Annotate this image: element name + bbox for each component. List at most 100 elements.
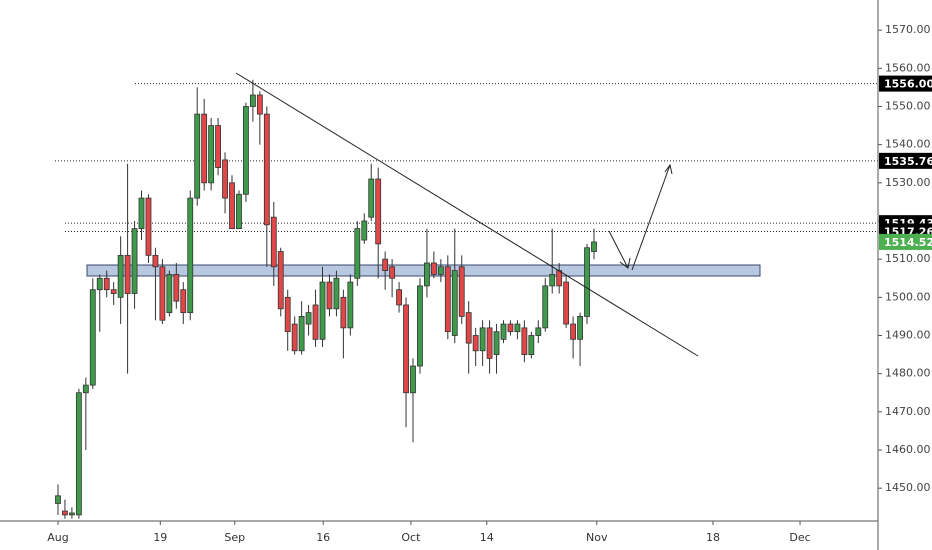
candle-body [152,254,159,268]
y-tick-label: 1470.00 [885,405,931,418]
candle-body [577,316,583,340]
candle-body [396,289,402,306]
candle-body [305,312,312,325]
x-tick-label: 14 [480,531,494,544]
candle-body [542,285,549,329]
y-tick-label: 1530.00 [885,176,931,189]
candle-body [486,327,493,359]
candle-body [208,125,215,184]
x-tick-label: Aug [47,531,68,544]
candle-body [368,178,375,218]
candle-body [361,220,368,241]
axes: 1450.00 1460.00 1470.00 1480.00 1490.00 1500.… [47,23,932,544]
price-label: 1535.76 [884,155,932,168]
candle-body [444,266,451,333]
price-label-bg [879,152,932,169]
candle-body [549,274,556,287]
candle-body [117,254,124,298]
candle-body [326,281,333,310]
candle-body [389,266,396,279]
candle-body [500,323,507,340]
y-tick-label: 1450.00 [885,481,931,494]
candle-body [291,323,298,352]
candle-body [319,281,326,340]
y-tick-label: 1540.00 [885,138,931,151]
candle-body [570,323,577,340]
candle-body [75,392,82,516]
candle-body [270,216,277,268]
candle-body [277,251,284,310]
x-tick-label: 18 [706,531,720,544]
candle-body [284,296,291,333]
candle-body [138,197,145,230]
trend-line [235,72,699,357]
candle-body [584,247,590,317]
candle-body [375,178,382,245]
arrow-head [619,257,631,269]
candle-body [354,228,361,279]
candle-body [145,197,152,256]
candle-body [222,159,228,199]
candle-body [89,289,96,386]
candle-body [472,335,479,352]
candle-body [194,113,201,199]
arrow-down [608,230,629,269]
candle-body [403,304,409,394]
candle-body [312,304,319,340]
candle-body [507,323,514,333]
y-tick-label: 1490.00 [885,329,931,342]
drawings [55,83,878,277]
y-tick-label: 1550.00 [885,99,931,112]
candle-body [430,262,437,275]
candles [55,79,597,519]
price-label: 1556.00 [884,78,932,91]
y-tick-label: 1500.00 [885,290,931,303]
candle-body [82,384,89,394]
candle-body [451,270,458,336]
candle-body [382,258,389,272]
candle-body [417,285,423,367]
candle-body [187,197,194,314]
candle-body [96,277,103,291]
candle-body [110,289,117,294]
candle-body [62,510,68,516]
x-tick-label: 19 [153,531,167,544]
candle-body [333,277,340,310]
candle-body [249,94,256,107]
candle-body [159,266,166,321]
y-tick-label: 1460.00 [885,443,931,456]
arrow-up [631,164,671,271]
support-zone [86,264,761,277]
candle-body [424,262,430,287]
candle-body [243,106,249,195]
candle-body [521,327,528,355]
candle-body [166,274,173,313]
candle-body [514,323,521,333]
x-tick-label: Dec [789,531,810,544]
candle-body [256,94,263,115]
y-tick-label: 1560.00 [885,61,931,74]
candle-body [535,327,542,336]
candle-body [201,113,208,184]
candle-body [493,331,500,355]
candle-body [479,327,486,352]
candle-body [465,312,472,344]
candle-body [458,266,465,317]
drawings-over [235,72,699,357]
candle-body [437,266,444,275]
price-label-bg [879,233,932,250]
candle-body [263,113,270,226]
x-tick-label: Sep [224,531,245,544]
candle-body [69,512,75,516]
price-label-bg [879,75,932,92]
arrow-head [664,163,673,175]
candle-body [180,289,187,314]
candle-body [591,241,597,252]
x-tick-label: Oct [401,531,421,544]
x-tick-label: 16 [316,531,330,544]
candle-body [229,182,235,230]
candle-body [215,125,221,168]
candle-body [410,365,416,394]
candle-body [556,270,563,287]
